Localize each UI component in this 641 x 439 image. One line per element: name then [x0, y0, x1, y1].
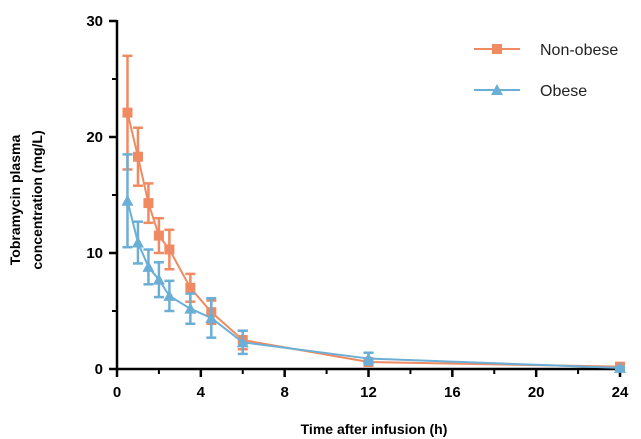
series-line	[126, 112, 621, 368]
x-tick-label: 20	[528, 384, 545, 401]
x-tick-label: 8	[280, 384, 288, 401]
data-point	[152, 273, 165, 285]
axes: 0 4 8 12 16 20 24 0 10 20 30	[86, 13, 629, 401]
data-point	[163, 289, 176, 301]
series-non-obese	[122, 54, 625, 372]
x-tick-label: 0	[113, 384, 121, 401]
y-axis-title-line-2: concentration (mg/L)	[29, 130, 45, 269]
legend-label: Obese	[540, 83, 587, 100]
y-tick-label: 20	[86, 129, 103, 146]
data-point	[236, 336, 249, 348]
x-tick-label: 24	[612, 384, 629, 401]
y-tick-label: 0	[95, 361, 103, 378]
data-point	[143, 198, 154, 209]
x-tick-label: 12	[360, 384, 377, 401]
data-point	[122, 107, 133, 118]
data-point	[185, 282, 196, 293]
legend-marker	[492, 44, 502, 54]
data-point	[362, 352, 375, 364]
data-point	[121, 194, 134, 206]
legend-marker	[491, 84, 503, 95]
series-layer	[121, 54, 626, 373]
data-point	[132, 151, 143, 162]
series-line	[126, 200, 621, 369]
series-obese	[121, 153, 626, 373]
data-point	[205, 311, 218, 323]
data-point	[164, 244, 175, 255]
y-axis-title: Tobramycin plasma concentration (mg/L)	[7, 130, 45, 269]
y-tick-label: 30	[86, 13, 103, 30]
legend: Non-obese Obese	[474, 42, 618, 100]
data-point	[142, 260, 155, 272]
x-tick-label: 16	[444, 384, 461, 401]
y-tick-label: 10	[86, 245, 103, 262]
data-point	[184, 302, 197, 314]
data-point	[153, 230, 164, 241]
data-point	[614, 361, 626, 373]
legend-label: Non-obese	[540, 42, 618, 59]
x-tick-label: 4	[197, 384, 206, 401]
x-axis-title: Time after infusion (h)	[301, 421, 448, 437]
y-axis-title-line-1: Tobramycin plasma	[7, 135, 23, 266]
data-point	[131, 236, 144, 248]
legend-item-non-obese: Non-obese	[474, 42, 618, 59]
legend-item-obese: Obese	[474, 83, 587, 100]
